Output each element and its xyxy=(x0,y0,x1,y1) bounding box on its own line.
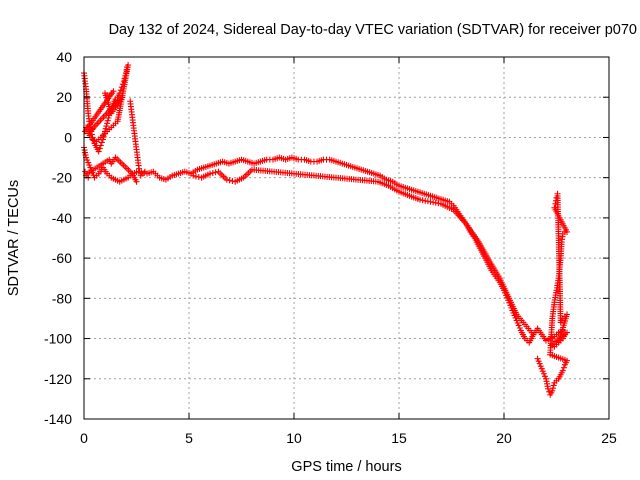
data-point-late-spike xyxy=(545,385,552,392)
data-point-lower-trend xyxy=(212,169,219,176)
data-point-late-spike xyxy=(560,364,567,371)
data-point-early-spike xyxy=(97,142,104,149)
y-tick-label: -140 xyxy=(44,411,72,427)
data-point-late-spike xyxy=(551,204,558,211)
data-point-early-spike xyxy=(103,123,110,130)
data-point-early-spike xyxy=(98,139,105,146)
plot-frame xyxy=(83,56,610,420)
data-point-early-spike xyxy=(82,128,89,135)
data-point-early-low xyxy=(133,178,140,185)
data-point-lower-trend xyxy=(530,331,537,338)
data-point-early-spike xyxy=(96,145,103,152)
x-tick-label: 20 xyxy=(496,430,512,446)
data-point-early-spike xyxy=(104,117,111,124)
data-point-lower-trend xyxy=(193,173,199,180)
data-point-lower-trend xyxy=(223,176,230,183)
tick-labels: 0 5 10 15 20 25 -140 -120 -100 -80 -60 -40 -20 0 20 40 xyxy=(44,49,617,446)
x-tick-label: 10 xyxy=(286,430,302,446)
x-tick-label: 0 xyxy=(80,430,88,446)
data-point-lower-trend xyxy=(209,169,216,176)
y-tick-label: 0 xyxy=(64,129,72,145)
x-tick-label: 5 xyxy=(185,430,193,446)
y-tick-label: -20 xyxy=(52,170,72,186)
data-point-lower-trend xyxy=(190,172,197,179)
data-point-early-spike xyxy=(102,125,109,132)
data-point-late-spike xyxy=(559,367,566,374)
data-point-early-spike xyxy=(95,148,102,155)
data-point-early-spike xyxy=(105,115,112,122)
grid xyxy=(84,57,609,419)
x-tick-label: 25 xyxy=(601,430,617,446)
chart-title: Day 132 of 2024, Sidereal Day-to-day VTE… xyxy=(109,22,637,38)
data-point-spike-2 xyxy=(141,168,148,175)
y-tick-label: 20 xyxy=(56,89,72,105)
y-axis-title: SDTVAR / TECUs xyxy=(6,180,22,296)
data-point-early-spike xyxy=(89,126,96,133)
data-point-lower-trend xyxy=(226,177,233,184)
data-point-late-spike xyxy=(549,387,556,394)
data-point-spike-2 xyxy=(136,168,143,175)
y-tick-label: -120 xyxy=(44,371,72,387)
x-axis-title: GPS time / hours xyxy=(291,459,401,475)
axis-ticks xyxy=(83,56,610,420)
data-point-early-spike xyxy=(104,120,111,127)
data-point-late-spike xyxy=(550,382,557,389)
data-point-early-spike xyxy=(120,78,127,85)
data-point-late-spike xyxy=(553,341,560,348)
data-point-early-spike xyxy=(101,131,108,138)
data-point-early-spike xyxy=(100,133,107,140)
y-tick-label: -80 xyxy=(52,290,72,306)
y-tick-label: -100 xyxy=(44,331,72,347)
y-tick-label: -40 xyxy=(52,210,72,226)
x-tick-label: 15 xyxy=(391,430,407,446)
data-point-late-spike xyxy=(550,385,556,392)
data-point-lower-trend xyxy=(207,170,213,177)
y-tick-label: -60 xyxy=(52,250,72,266)
y-tick-label: 40 xyxy=(56,49,72,65)
data-points xyxy=(81,62,570,398)
